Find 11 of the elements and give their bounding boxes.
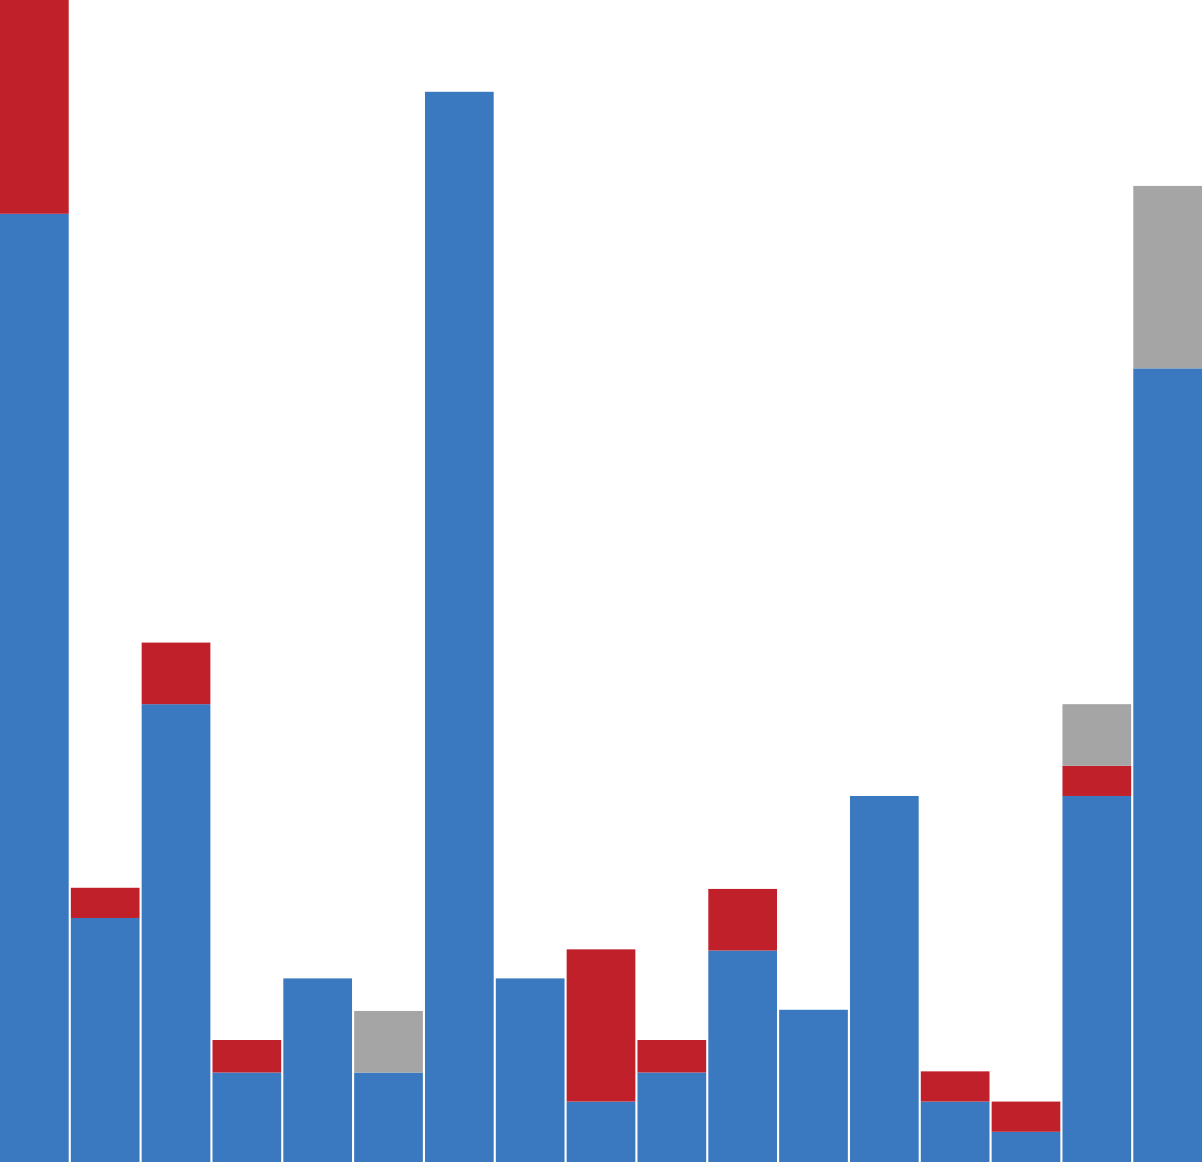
bar bbox=[708, 888, 778, 951]
bar bbox=[920, 1071, 990, 1102]
bar bbox=[991, 1101, 1061, 1132]
bar bbox=[212, 1039, 282, 1073]
bar bbox=[1062, 704, 1132, 766]
bar bbox=[1062, 765, 1132, 796]
bar bbox=[70, 887, 140, 918]
bar bbox=[0, 0, 69, 214]
bar bbox=[141, 642, 211, 705]
bar bbox=[354, 1010, 423, 1073]
bar bbox=[1133, 185, 1202, 369]
